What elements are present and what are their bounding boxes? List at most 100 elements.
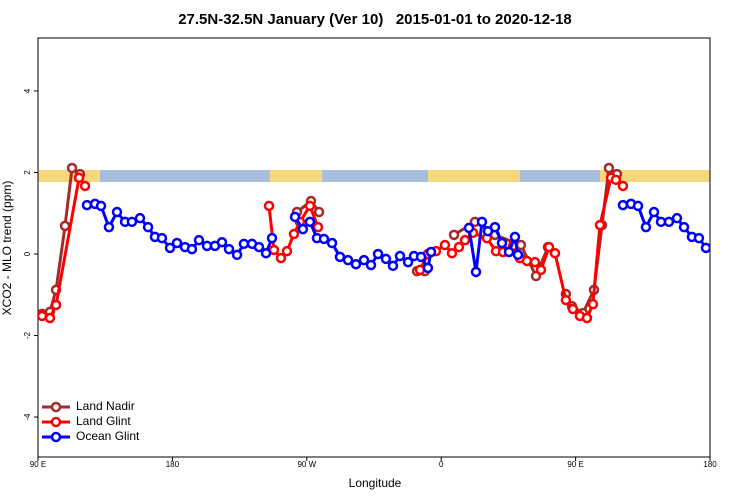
ocean-strip bbox=[38, 170, 710, 182]
point bbox=[297, 223, 309, 235]
point bbox=[134, 212, 146, 224]
legend-marker bbox=[50, 431, 62, 443]
point bbox=[594, 219, 606, 231]
point bbox=[632, 200, 644, 212]
y-tick-label: 4 bbox=[23, 88, 32, 93]
point bbox=[463, 222, 475, 234]
point bbox=[193, 234, 205, 246]
series-line bbox=[86, 202, 708, 273]
point bbox=[216, 236, 228, 248]
point bbox=[663, 216, 675, 228]
point bbox=[156, 232, 168, 244]
point bbox=[126, 216, 138, 228]
point bbox=[693, 232, 705, 244]
y-tick-label: 2 bbox=[23, 170, 32, 175]
point bbox=[402, 256, 414, 268]
point bbox=[342, 254, 354, 266]
point bbox=[266, 232, 278, 244]
y-tick-label: -2 bbox=[23, 331, 32, 339]
legend-marker bbox=[50, 401, 62, 413]
land-strip bbox=[428, 170, 520, 182]
point bbox=[470, 266, 482, 278]
point bbox=[581, 312, 593, 324]
y-axis-label: XCO2 - MLO trend (ppm) bbox=[0, 181, 14, 316]
point bbox=[142, 221, 154, 233]
point bbox=[334, 251, 346, 263]
point bbox=[304, 200, 316, 212]
point bbox=[288, 228, 300, 240]
x-tick-label: 180 bbox=[166, 460, 180, 469]
point bbox=[509, 231, 521, 243]
point bbox=[164, 242, 176, 254]
point bbox=[380, 253, 392, 265]
point bbox=[603, 162, 615, 174]
point bbox=[281, 245, 293, 257]
legend-label: Land Glint bbox=[76, 414, 131, 428]
point bbox=[263, 200, 275, 212]
plot-frame bbox=[37, 37, 711, 458]
point bbox=[350, 258, 362, 270]
point bbox=[503, 246, 515, 258]
point bbox=[671, 212, 683, 224]
point bbox=[439, 239, 451, 251]
point bbox=[543, 241, 555, 253]
point bbox=[326, 237, 338, 249]
point bbox=[700, 242, 710, 254]
point bbox=[560, 294, 572, 306]
x-tick-label: 90 E bbox=[30, 460, 46, 469]
x-tick-label: 0 bbox=[439, 460, 444, 469]
point bbox=[648, 206, 660, 218]
point bbox=[459, 234, 471, 246]
y-tick-label: 0 bbox=[23, 251, 32, 256]
point bbox=[358, 254, 370, 266]
point bbox=[66, 162, 78, 174]
point bbox=[535, 264, 547, 276]
x-tick-label: 180 bbox=[703, 460, 717, 469]
x-tick-label: 90 E bbox=[567, 460, 583, 469]
land-ocean-strip bbox=[38, 170, 710, 182]
point bbox=[387, 260, 399, 272]
x-axis-label: Longitude bbox=[349, 476, 402, 490]
point bbox=[372, 248, 384, 260]
point bbox=[448, 229, 460, 241]
point bbox=[223, 243, 235, 255]
point bbox=[549, 247, 561, 259]
point bbox=[496, 237, 508, 249]
point bbox=[394, 250, 406, 262]
point bbox=[312, 221, 324, 233]
point bbox=[521, 255, 533, 267]
point bbox=[512, 249, 524, 261]
point bbox=[231, 249, 243, 261]
point bbox=[313, 206, 325, 218]
point bbox=[289, 211, 301, 223]
land-strip bbox=[270, 170, 322, 182]
x-tick-label: 90 W bbox=[297, 460, 316, 469]
point bbox=[617, 199, 629, 211]
point bbox=[73, 172, 85, 184]
point bbox=[253, 241, 265, 253]
point bbox=[111, 206, 123, 218]
point bbox=[453, 241, 465, 253]
point bbox=[81, 199, 93, 211]
series bbox=[81, 198, 710, 278]
point bbox=[260, 247, 272, 259]
legend-label: Land Nadir bbox=[76, 399, 135, 413]
point bbox=[640, 221, 652, 233]
point bbox=[275, 252, 287, 264]
point bbox=[678, 221, 690, 233]
legend-marker bbox=[50, 416, 62, 428]
point bbox=[95, 200, 107, 212]
point bbox=[617, 180, 629, 192]
series bbox=[38, 172, 629, 324]
point bbox=[44, 312, 56, 324]
y-tick-label: -4 bbox=[23, 413, 32, 421]
point bbox=[238, 238, 250, 250]
point bbox=[365, 259, 377, 271]
point bbox=[529, 256, 541, 268]
point bbox=[318, 233, 330, 245]
point bbox=[446, 247, 458, 259]
point bbox=[476, 216, 488, 228]
point bbox=[171, 237, 183, 249]
land-strip bbox=[600, 170, 710, 182]
